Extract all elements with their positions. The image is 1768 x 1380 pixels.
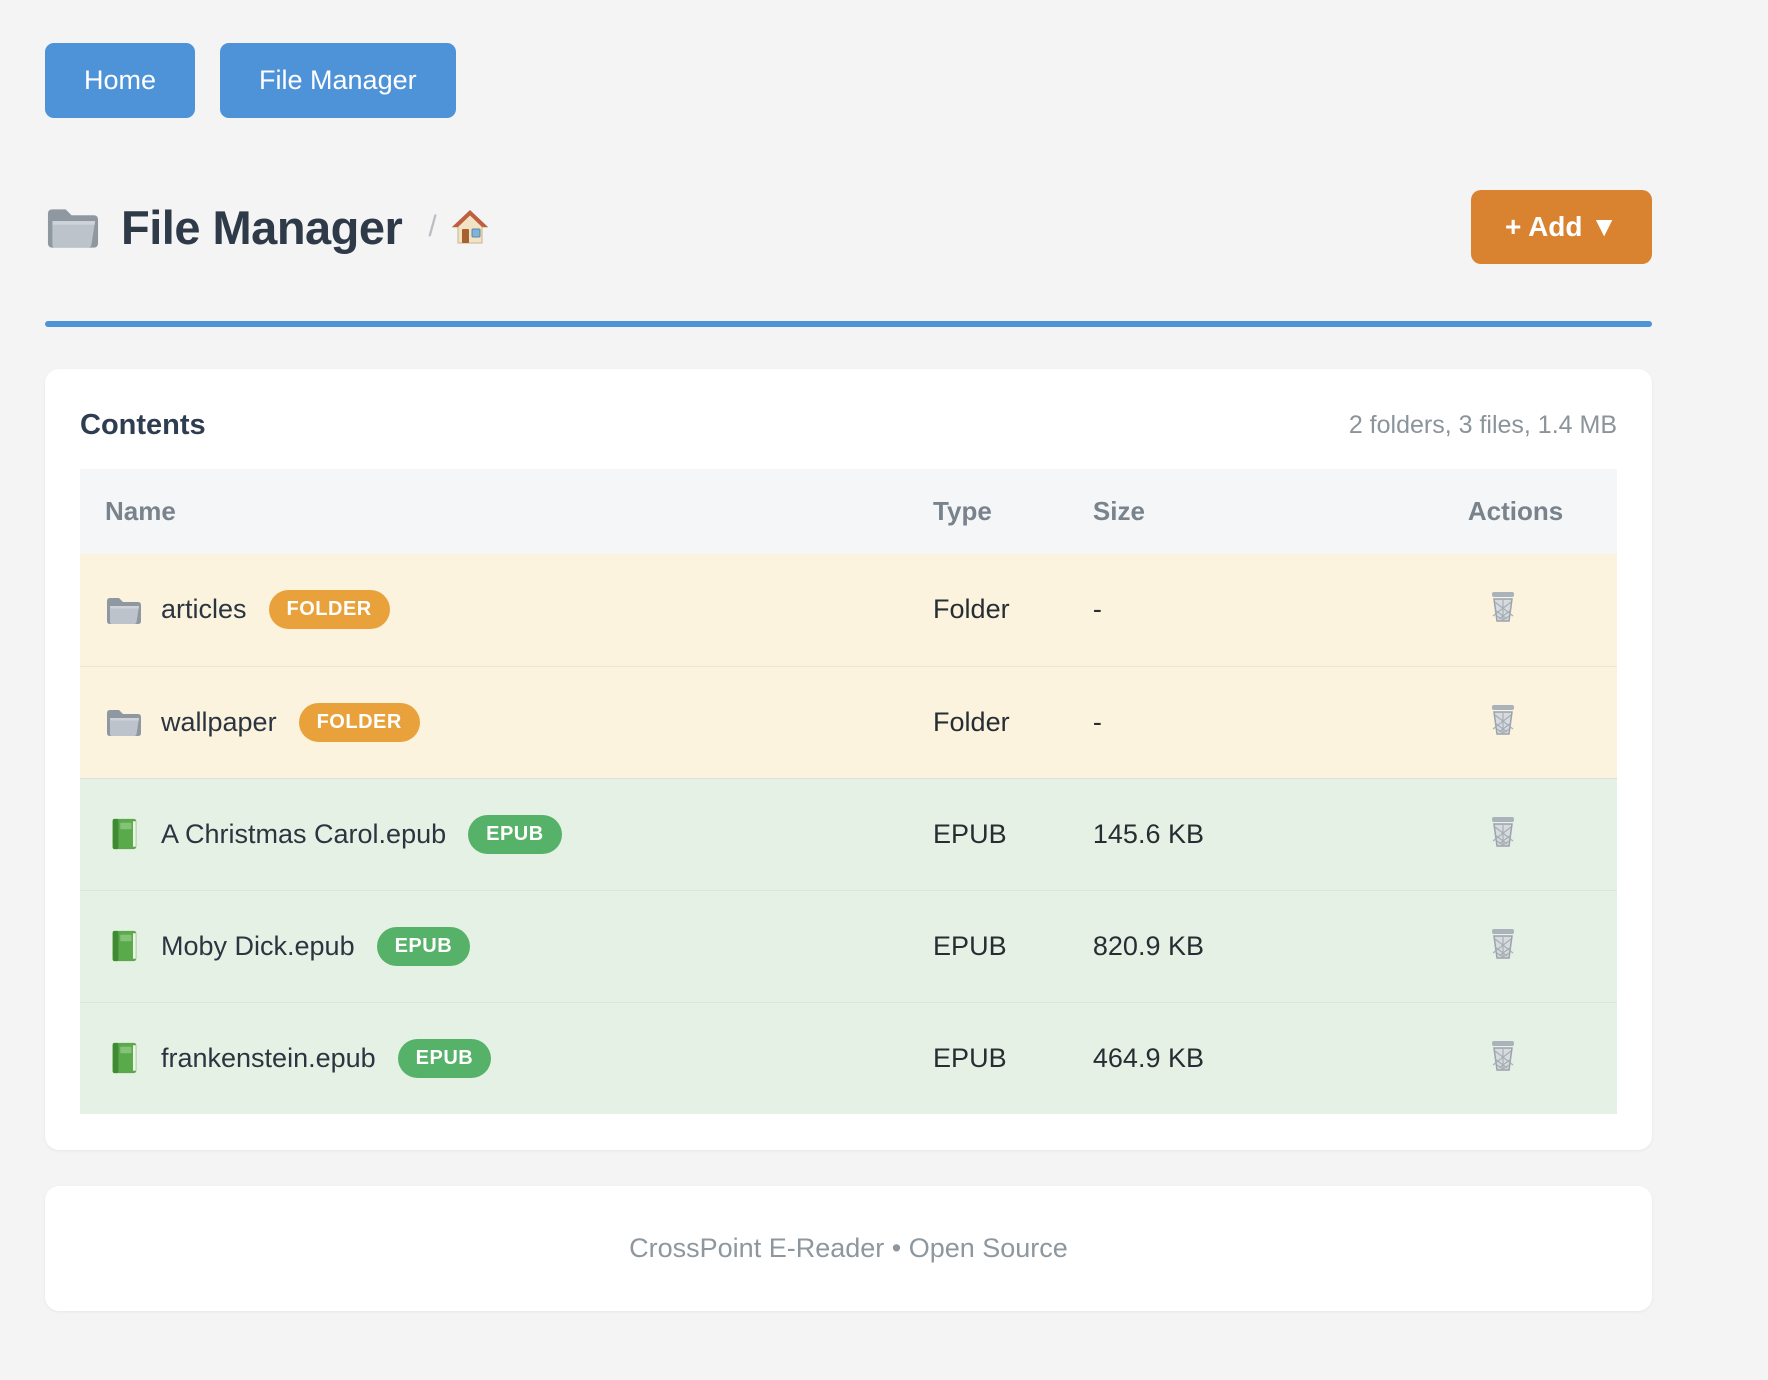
breadcrumb-separator: / xyxy=(428,210,437,243)
type-badge: EPUB xyxy=(468,814,562,854)
home-icon[interactable] xyxy=(451,209,489,245)
footer-text: CrossPoint E-Reader • Open Source xyxy=(629,1233,1068,1263)
top-nav: Home File Manager xyxy=(45,0,1652,118)
contents-summary: 2 folders, 3 files, 1.4 MB xyxy=(1348,411,1617,439)
type-badge: FOLDER xyxy=(298,702,420,742)
file-size: 145.6 KB xyxy=(1092,777,1468,890)
trash-icon[interactable] xyxy=(1486,925,1520,961)
file-size: - xyxy=(1092,665,1468,778)
file-size: - xyxy=(1092,554,1468,666)
table-row[interactable]: A Christmas Carol.epub EPUB EPUB 145.6 K… xyxy=(80,777,1617,890)
page: Home File Manager File Manager / + Add ▼… xyxy=(45,0,1652,1311)
home-button[interactable]: Home xyxy=(45,43,196,118)
page-header: File Manager / + Add ▼ xyxy=(45,190,1652,264)
column-header-size: Size xyxy=(1092,469,1468,554)
add-button[interactable]: + Add ▼ xyxy=(1470,190,1652,264)
column-header-name: Name xyxy=(80,469,934,554)
folder-icon xyxy=(105,593,143,627)
file-name[interactable]: frankenstein.epub xyxy=(161,1042,376,1073)
table-row[interactable]: articles FOLDER Folder - xyxy=(80,554,1617,666)
type-badge: EPUB xyxy=(397,1038,492,1078)
book-icon xyxy=(105,817,143,851)
folder-icon xyxy=(45,203,101,251)
file-name[interactable]: articles xyxy=(161,594,247,625)
file-name[interactable]: A Christmas Carol.epub xyxy=(161,818,447,849)
page-title: File Manager xyxy=(121,200,403,254)
footer: CrossPoint E-Reader • Open Source xyxy=(45,1186,1652,1311)
book-icon xyxy=(105,1041,143,1075)
trash-icon[interactable] xyxy=(1486,813,1520,849)
trash-icon[interactable] xyxy=(1486,588,1520,624)
file-name[interactable]: wallpaper xyxy=(161,706,277,737)
file-type: EPUB xyxy=(933,777,1093,890)
file-table: Name Type Size Actions articles FOLDER F… xyxy=(80,469,1617,1114)
folder-icon xyxy=(105,705,143,739)
file-name[interactable]: Moby Dick.epub xyxy=(161,930,355,961)
type-badge: FOLDER xyxy=(268,590,390,630)
file-size: 820.9 KB xyxy=(1092,889,1468,1002)
file-size: 464.9 KB xyxy=(1092,1001,1468,1114)
type-badge: EPUB xyxy=(376,926,471,966)
column-header-type: Type xyxy=(933,469,1093,554)
table-row[interactable]: wallpaper FOLDER Folder - xyxy=(80,665,1617,778)
table-row[interactable]: Moby Dick.epub EPUB EPUB 820.9 KB xyxy=(80,889,1617,1002)
contents-title: Contents xyxy=(80,409,206,441)
file-type: Folder xyxy=(933,665,1093,778)
contents-card: Contents 2 folders, 3 files, 1.4 MB Name… xyxy=(45,369,1652,1150)
column-header-actions: Actions xyxy=(1467,469,1617,554)
header-divider xyxy=(45,321,1652,327)
file-manager-button[interactable]: File Manager xyxy=(220,43,456,118)
book-icon xyxy=(105,929,143,963)
file-type: Folder xyxy=(933,554,1093,666)
file-type: EPUB xyxy=(933,889,1093,1002)
trash-icon[interactable] xyxy=(1486,1037,1520,1073)
table-header-row: Name Type Size Actions xyxy=(80,469,1617,554)
file-table-body: articles FOLDER Folder - wallpaper FOLDE… xyxy=(80,554,1617,1114)
table-row[interactable]: frankenstein.epub EPUB EPUB 464.9 KB xyxy=(80,1001,1617,1114)
trash-icon[interactable] xyxy=(1486,701,1520,737)
file-type: EPUB xyxy=(933,1001,1093,1114)
